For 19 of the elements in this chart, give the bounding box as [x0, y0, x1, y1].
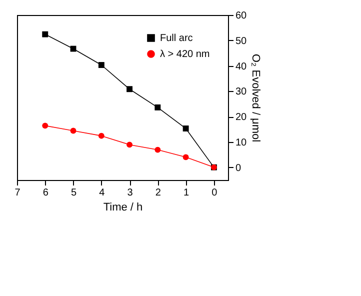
x-axis-title: Time / h — [103, 202, 143, 214]
y-tick-label: 30 — [236, 86, 248, 98]
y-tick-label: 50 — [236, 36, 248, 47]
legend-label: λ > 420 nm — [160, 49, 210, 60]
y-tick-label: 40 — [236, 61, 248, 72]
x-tick-label: 6 — [42, 188, 49, 198]
y-tick-label: 60 — [236, 10, 248, 22]
x-tick-label: 3 — [127, 188, 134, 198]
y-tick-label: 10 — [236, 137, 248, 148]
y-tick-label: 0 — [236, 162, 242, 174]
x-tick-label: 1 — [184, 188, 190, 198]
x-tick-label: 0 — [212, 188, 218, 198]
x-tick-label: 4 — [99, 188, 106, 198]
legend-label: Full arc — [160, 33, 193, 44]
x-tick-label: 7 — [14, 188, 21, 198]
x-tick-label: 5 — [70, 188, 77, 198]
x-tick-label: 2 — [155, 188, 162, 198]
y-axis-title: O₂ Evolved / μmol — [250, 54, 262, 142]
y-tick-label: 20 — [236, 112, 248, 124]
